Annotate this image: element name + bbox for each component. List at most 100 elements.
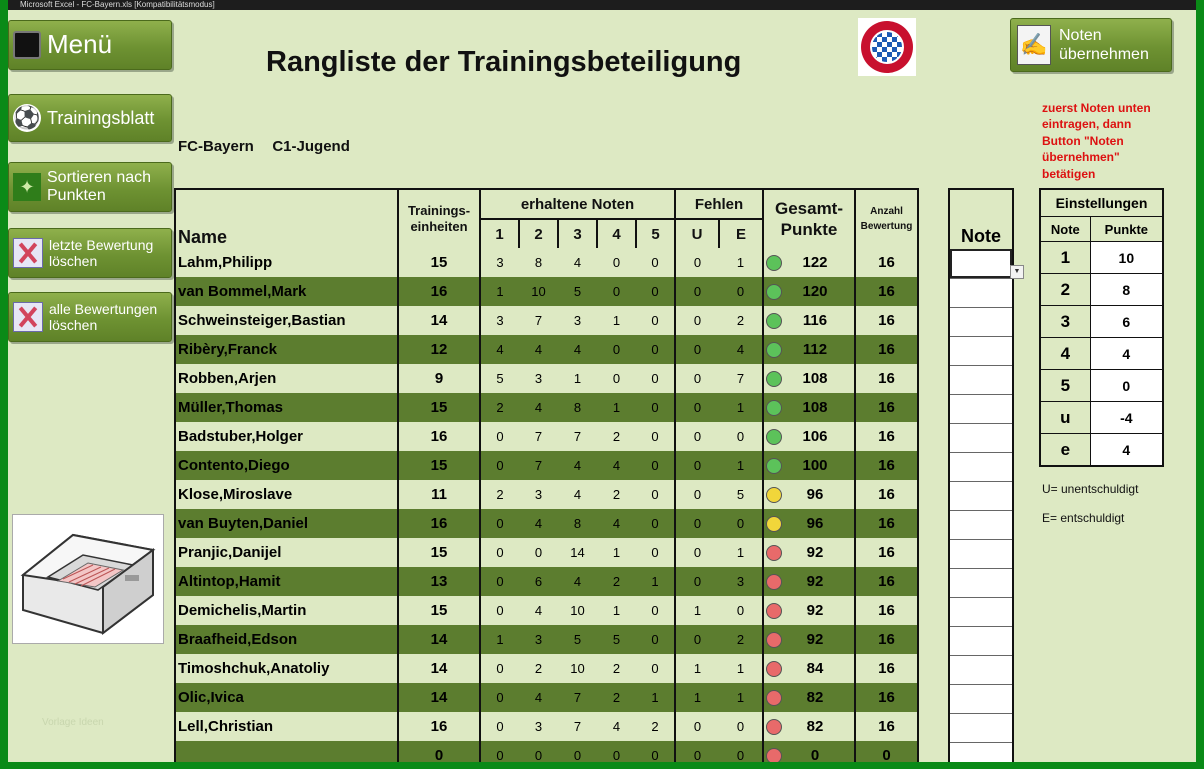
cell-g2[interactable]: 4 bbox=[534, 342, 543, 357]
cell-e[interactable]: 4 bbox=[736, 342, 745, 357]
cell-e[interactable]: 2 bbox=[736, 313, 745, 328]
total-points[interactable]: 122 bbox=[762, 248, 855, 277]
cell-g4[interactable]: 5 bbox=[612, 632, 621, 647]
menu-button[interactable]: Menü bbox=[8, 20, 172, 70]
cell-g2[interactable]: 7 bbox=[534, 429, 543, 444]
cell-g3[interactable]: 4 bbox=[573, 458, 582, 473]
cell-g3[interactable]: 14 bbox=[570, 545, 585, 560]
cell-g3[interactable]: 0 bbox=[573, 748, 582, 762]
cell-e[interactable]: 0 bbox=[736, 429, 745, 444]
cell-g1[interactable]: 0 bbox=[479, 683, 519, 712]
total-points[interactable]: 116 bbox=[762, 306, 855, 335]
rating-count[interactable]: 16 bbox=[854, 567, 917, 596]
cell-g3[interactable]: 5 bbox=[573, 632, 582, 647]
player-name[interactable]: Altintop,Hamit bbox=[178, 573, 281, 590]
training-sessions[interactable]: 16 bbox=[397, 422, 480, 451]
total-points[interactable]: 0 bbox=[762, 741, 855, 762]
cell-u[interactable]: 0 bbox=[674, 741, 719, 762]
rating-count[interactable]: 16 bbox=[854, 248, 917, 277]
cell-g4[interactable]: 0 bbox=[612, 342, 621, 357]
settings-points-input[interactable]: 10 bbox=[1089, 241, 1162, 274]
cell-g5[interactable]: 0 bbox=[651, 284, 659, 299]
settings-points-input[interactable]: -4 bbox=[1089, 401, 1162, 434]
player-name[interactable]: Ribèry,Franck bbox=[178, 341, 277, 358]
settings-points-input[interactable]: 4 bbox=[1089, 337, 1162, 370]
training-sheet-button[interactable]: ⚽ Trainingsblatt bbox=[8, 94, 172, 142]
grade-input-cell[interactable] bbox=[950, 713, 1012, 742]
cell-g5[interactable]: 0 bbox=[651, 545, 659, 560]
cell-g2[interactable]: 10 bbox=[531, 284, 546, 299]
total-points[interactable]: 96 bbox=[762, 509, 855, 538]
cell-g2[interactable]: 3 bbox=[534, 487, 543, 502]
rating-count[interactable]: 16 bbox=[854, 277, 917, 306]
cell-g1[interactable]: 3 bbox=[479, 306, 519, 335]
cell-g1[interactable]: 0 bbox=[479, 654, 519, 683]
player-name[interactable]: Klose,Miroslave bbox=[178, 486, 293, 503]
rating-count[interactable]: 16 bbox=[854, 625, 917, 654]
sort-by-points-button[interactable]: ✦ Sortieren nach Punkten bbox=[8, 162, 172, 212]
cell-g4[interactable]: 2 bbox=[612, 690, 621, 705]
cell-g3[interactable]: 7 bbox=[573, 690, 582, 705]
player-name[interactable]: Schweinsteiger,Bastian bbox=[178, 312, 346, 329]
cell-g2[interactable]: 7 bbox=[534, 313, 543, 328]
cell-g5[interactable]: 0 bbox=[651, 371, 659, 386]
rating-count[interactable]: 16 bbox=[854, 654, 917, 683]
training-sessions[interactable]: 13 bbox=[397, 567, 480, 596]
cell-u[interactable]: 0 bbox=[674, 509, 719, 538]
grade-input-cell[interactable]: ▼ bbox=[950, 249, 1024, 279]
cell-g4[interactable]: 4 bbox=[612, 719, 621, 734]
cell-g2[interactable]: 4 bbox=[534, 400, 543, 415]
cell-e[interactable]: 0 bbox=[736, 719, 745, 734]
cell-e[interactable]: 0 bbox=[736, 516, 745, 531]
rating-count[interactable]: 16 bbox=[854, 712, 917, 741]
cell-g5[interactable]: 0 bbox=[651, 603, 659, 618]
cell-u[interactable]: 0 bbox=[674, 480, 719, 509]
cell-g3[interactable]: 4 bbox=[573, 342, 582, 357]
rating-count[interactable]: 16 bbox=[854, 509, 917, 538]
cell-g5[interactable]: 0 bbox=[651, 632, 659, 647]
cell-g1[interactable]: 5 bbox=[479, 364, 519, 393]
total-points[interactable]: 82 bbox=[762, 683, 855, 712]
training-sessions[interactable]: 16 bbox=[397, 712, 480, 741]
grade-input-cell[interactable] bbox=[950, 423, 1012, 452]
cell-g2[interactable]: 4 bbox=[534, 603, 543, 618]
grade-input-cell[interactable] bbox=[950, 742, 1012, 762]
cell-u[interactable]: 0 bbox=[674, 306, 719, 335]
rating-count[interactable]: 16 bbox=[854, 683, 917, 712]
cell-g5[interactable]: 1 bbox=[651, 690, 659, 705]
rating-count[interactable]: 16 bbox=[854, 480, 917, 509]
cell-g3[interactable]: 7 bbox=[573, 429, 582, 444]
training-sessions[interactable]: 14 bbox=[397, 683, 480, 712]
training-sessions[interactable]: 14 bbox=[397, 306, 480, 335]
cell-g1[interactable]: 0 bbox=[479, 422, 519, 451]
cell-g2[interactable]: 6 bbox=[534, 574, 543, 589]
cell-g4[interactable]: 2 bbox=[612, 429, 621, 444]
cell-g4[interactable]: 1 bbox=[612, 545, 621, 560]
total-points[interactable]: 108 bbox=[762, 364, 855, 393]
grade-input-cell[interactable] bbox=[950, 481, 1012, 510]
total-points[interactable]: 108 bbox=[762, 393, 855, 422]
cell-g4[interactable]: 0 bbox=[612, 748, 621, 762]
cell-u[interactable]: 0 bbox=[674, 248, 719, 277]
cell-g3[interactable]: 3 bbox=[573, 313, 582, 328]
cell-g3[interactable]: 5 bbox=[573, 284, 582, 299]
cell-g4[interactable]: 4 bbox=[612, 516, 621, 531]
total-points[interactable]: 112 bbox=[762, 335, 855, 364]
cell-g3[interactable]: 1 bbox=[573, 371, 582, 386]
player-name[interactable]: Lell,Christian bbox=[178, 718, 274, 735]
cell-g5[interactable]: 0 bbox=[651, 429, 659, 444]
printer-icon[interactable] bbox=[12, 514, 164, 644]
cell-g1[interactable]: 2 bbox=[479, 480, 519, 509]
cell-g2[interactable]: 4 bbox=[534, 690, 543, 705]
cell-g2[interactable]: 4 bbox=[534, 516, 543, 531]
cell-g4[interactable]: 0 bbox=[612, 284, 621, 299]
cell-u[interactable]: 0 bbox=[674, 567, 719, 596]
rating-count[interactable]: 16 bbox=[854, 364, 917, 393]
player-name[interactable]: Demichelis,Martin bbox=[178, 602, 307, 619]
header-rating-count[interactable]: Anzahl Bewertung bbox=[854, 190, 917, 248]
cell-g4[interactable]: 0 bbox=[612, 371, 621, 386]
player-name[interactable] bbox=[176, 741, 398, 762]
training-sessions[interactable]: 14 bbox=[397, 625, 480, 654]
total-points[interactable]: 84 bbox=[762, 654, 855, 683]
cell-g2[interactable]: 0 bbox=[534, 748, 543, 762]
